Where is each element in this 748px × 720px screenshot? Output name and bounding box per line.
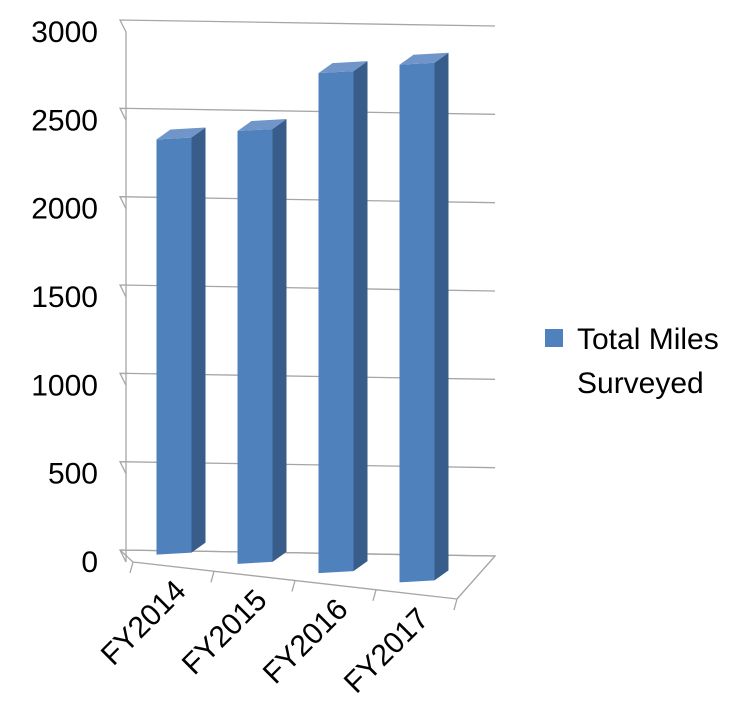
bar-top-face [399,52,449,65]
bar-side-face [434,52,449,581]
legend-label-line-2: Surveyed [577,367,704,400]
y-tick-label: 1500 [31,281,98,314]
x-tick-mark [453,598,458,611]
x-tick-mark [372,589,377,601]
y-tick-labels: 0 500 1000 1500 2000 2500 3000 [31,16,98,579]
bar-side-face [191,127,206,553]
y-tick-label: 1000 [31,369,98,402]
bar-front-face [318,71,354,574]
gridline [118,284,496,298]
bar-fy2015 [237,119,287,564]
axes [119,32,497,611]
bar-fy2016 [318,61,368,574]
y-tick-label: 500 [48,458,98,491]
legend: Total Miles Surveyed [545,323,719,400]
legend-label-line-1: Total Miles [577,323,719,356]
floor-front-right-edge [456,555,496,600]
gridline [118,372,496,386]
bar-front-face [237,129,273,564]
bar-fy2017 [399,52,449,583]
y-tick-label: 3000 [31,16,98,49]
bar-top-face [237,119,287,132]
x-tick-mark [129,561,134,574]
bars [156,52,449,583]
gridline [118,461,496,474]
gridlines [118,19,496,563]
legend-swatch [545,329,563,347]
y-tick-label: 2500 [31,104,98,137]
bar-front-face [399,62,435,583]
bar-side-face [272,119,287,562]
bar-front-face [156,137,192,555]
bar-fy2014 [156,127,206,555]
bar-top-face [156,127,206,140]
gridline [118,107,496,121]
gridline [118,196,496,209]
bar-side-face [353,61,368,572]
x-tick-mark [210,571,215,583]
y-tick-label: 2000 [31,193,98,226]
x-tick-mark [291,580,296,592]
gridline [118,19,496,33]
y-tick-label: 0 [81,546,98,579]
bar-top-face [318,61,368,74]
